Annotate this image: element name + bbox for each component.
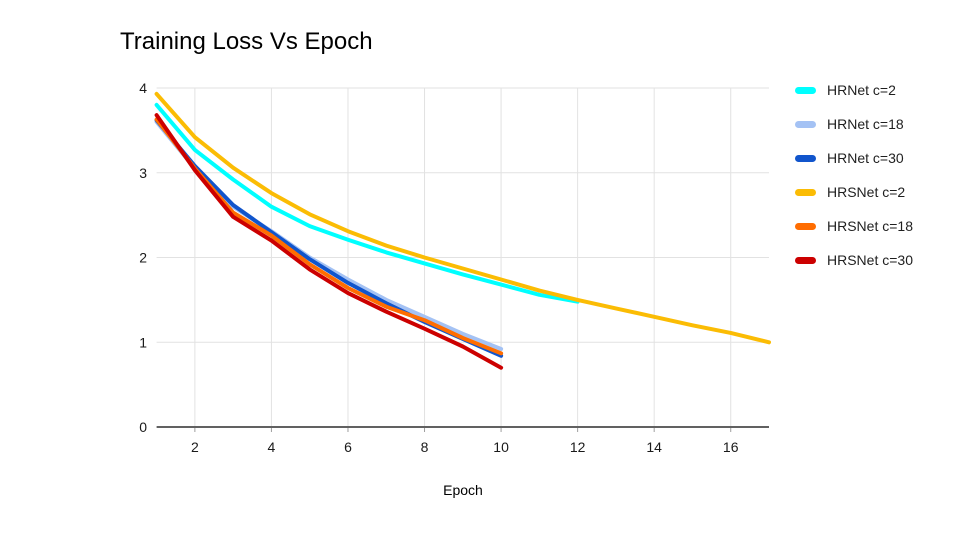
- legend-swatch-icon: [795, 120, 816, 128]
- y-axis-tick-label: 3: [139, 165, 147, 181]
- x-axis-title: Epoch: [443, 482, 483, 498]
- legend-label: HRNet c=18: [827, 116, 904, 132]
- y-axis-tick-label: 4: [139, 80, 147, 96]
- x-axis-tick-label: 16: [723, 439, 739, 455]
- series-line-hrnet-c-30: [154, 118, 504, 358]
- legend-swatch-icon: [795, 154, 816, 162]
- legend-swatch-icon: [795, 86, 816, 94]
- chart-title: Training Loss Vs Epoch: [120, 28, 373, 55]
- legend-swatch-icon: [795, 188, 816, 196]
- y-axis-tick-label: 1: [139, 334, 147, 350]
- x-axis-tick-label: 12: [570, 439, 586, 455]
- series-line-hrsnet-c-18: [154, 117, 504, 356]
- x-axis-tick-label: 2: [191, 439, 199, 455]
- legend-swatch-icon: [795, 256, 816, 264]
- legend-label: HRNet c=2: [827, 82, 896, 98]
- series-line-hrsnet-c-30: [154, 113, 504, 370]
- legend-item: HRSNet c=30: [795, 251, 913, 269]
- series-line-hrsnet-c-2: [154, 91, 771, 345]
- legend-item: HRSNet c=2: [795, 183, 905, 201]
- x-axis-tick-label: 8: [421, 439, 429, 455]
- x-axis-tick-label: 10: [493, 439, 509, 455]
- y-axis-tick-label: 2: [139, 250, 147, 266]
- legend-swatch-icon: [795, 222, 816, 230]
- legend-label: HRSNet c=2: [827, 184, 906, 200]
- legend-item: HRNet c=18: [795, 115, 904, 133]
- legend-label: HRSNet c=18: [827, 218, 913, 234]
- legend-item: HRSNet c=18: [795, 217, 913, 235]
- y-axis-tick-label: 0: [139, 419, 147, 435]
- x-axis-tick-label: 4: [268, 439, 276, 455]
- legend-label: HRNet c=30: [827, 150, 904, 166]
- x-axis-tick-label: 6: [344, 439, 352, 455]
- legend-item: HRNet c=30: [795, 149, 904, 167]
- series-line-hrnet-c-2: [154, 102, 580, 304]
- series-line-hrnet-c-18: [154, 119, 504, 351]
- x-axis-tick-label: 14: [646, 439, 662, 455]
- legend-label: HRSNet c=30: [827, 252, 913, 268]
- legend-item: HRNet c=2: [795, 81, 896, 99]
